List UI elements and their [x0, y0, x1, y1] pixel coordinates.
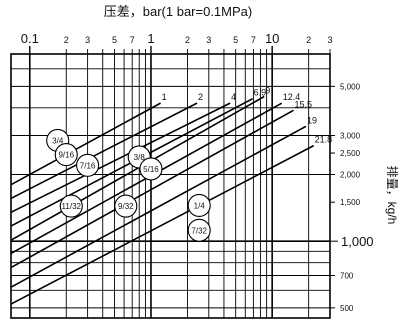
series-end-labels: 1 2 4 6.9 9 12.415.5 19 21.8 [162, 86, 333, 145]
y-tick-label: 2,000 [340, 171, 361, 180]
y-tick-label: 3,000 [340, 132, 361, 141]
series-end-label: 4 [231, 92, 236, 102]
series-bubble: 9/32 [114, 194, 138, 218]
series-end-label: 15.5 [295, 99, 313, 109]
x-tick-label: 3 [206, 35, 211, 45]
series-bubble-label: 9/32 [118, 202, 134, 211]
x-tick-label: 2 [185, 35, 190, 45]
series-bubble-label: 7/16 [80, 161, 96, 170]
series-line [10, 102, 231, 214]
x-axis: 0.1 2 3 5 7 1 2 3 5 7 10 2 3 [21, 31, 333, 54]
series-bubbles: 3/4 9/16 7/16 3/8 5/16 11/32 9/32 1/4 7/32 [46, 128, 211, 242]
y-tick-label: 2,500 [340, 149, 361, 158]
chart-title: 压差，bar(1 bar=0.1MPa) [104, 4, 252, 19]
series-bubble-label: 9/16 [58, 151, 74, 160]
y-axis-label: 排量，kg/h [385, 166, 399, 225]
plot-frame [10, 53, 331, 319]
x-tick-label: 7 [251, 35, 256, 45]
series-bubble-label: 3/8 [134, 153, 146, 162]
x-tick-label: 7 [130, 35, 135, 45]
series-line [10, 102, 198, 200]
x-tick-label: 0.1 [21, 31, 39, 46]
y-tick-label: 1,500 [340, 198, 361, 207]
y-axis: 500 700 1,000 1,500 2,000 2,500 3,000 5,000 [330, 82, 374, 313]
x-tick-label: 2 [64, 35, 69, 45]
series-bubble-circle [59, 194, 83, 218]
y-tick-label: 500 [340, 304, 354, 313]
series-bubble-label: 5/16 [143, 165, 159, 174]
series-bubble-circle [54, 143, 78, 167]
series-lines [10, 95, 315, 305]
series-bubble: 5/16 [139, 157, 163, 181]
x-tick-label: 1 [147, 31, 154, 46]
series-end-label: 2 [198, 92, 203, 102]
series-bubble-circle [187, 193, 211, 217]
y-tick-label: 700 [340, 271, 354, 280]
series-bubble-label: 3/4 [52, 136, 64, 145]
series-end-label: 1 [162, 92, 167, 102]
x-tick-label: 3 [327, 35, 332, 45]
x-tick-label: 5 [112, 35, 117, 45]
series-end-label: 6.9 [254, 88, 267, 98]
series-bubble: 7/32 [187, 218, 211, 242]
x-tick-label: 3 [85, 35, 90, 45]
series-end-label: 21.8 [315, 135, 333, 145]
series-bubble: 11/32 [59, 194, 83, 218]
y-axis-label-wrap: 排量，kg/h [372, 130, 402, 260]
series-bubble: 7/16 [76, 153, 100, 177]
series-line [10, 102, 161, 186]
y-tick-label: 1,000 [341, 234, 374, 249]
series-bubble-circle [139, 157, 163, 181]
series-bubble: 9/16 [54, 143, 78, 167]
series-bubble-circle [187, 218, 211, 242]
series-line [10, 125, 307, 288]
series-end-label: 9 [265, 86, 270, 96]
series-end-label: 19 [307, 115, 317, 125]
series-bubble-circle [76, 153, 100, 177]
series-bubble: 1/4 [187, 193, 211, 217]
series-line [10, 144, 315, 305]
series-end-label: 12.4 [283, 92, 301, 102]
series-line [10, 109, 294, 269]
x-tick-label: 5 [233, 35, 238, 45]
series-bubble-circle [114, 194, 138, 218]
y-tick-label: 5,000 [340, 82, 361, 91]
x-tick-label: 10 [265, 31, 279, 46]
series-bubble-label: 7/32 [191, 226, 207, 235]
series-bubble-label: 11/32 [62, 202, 82, 211]
x-tick-label: 2 [306, 35, 311, 45]
series-bubble-label: 1/4 [194, 201, 206, 210]
